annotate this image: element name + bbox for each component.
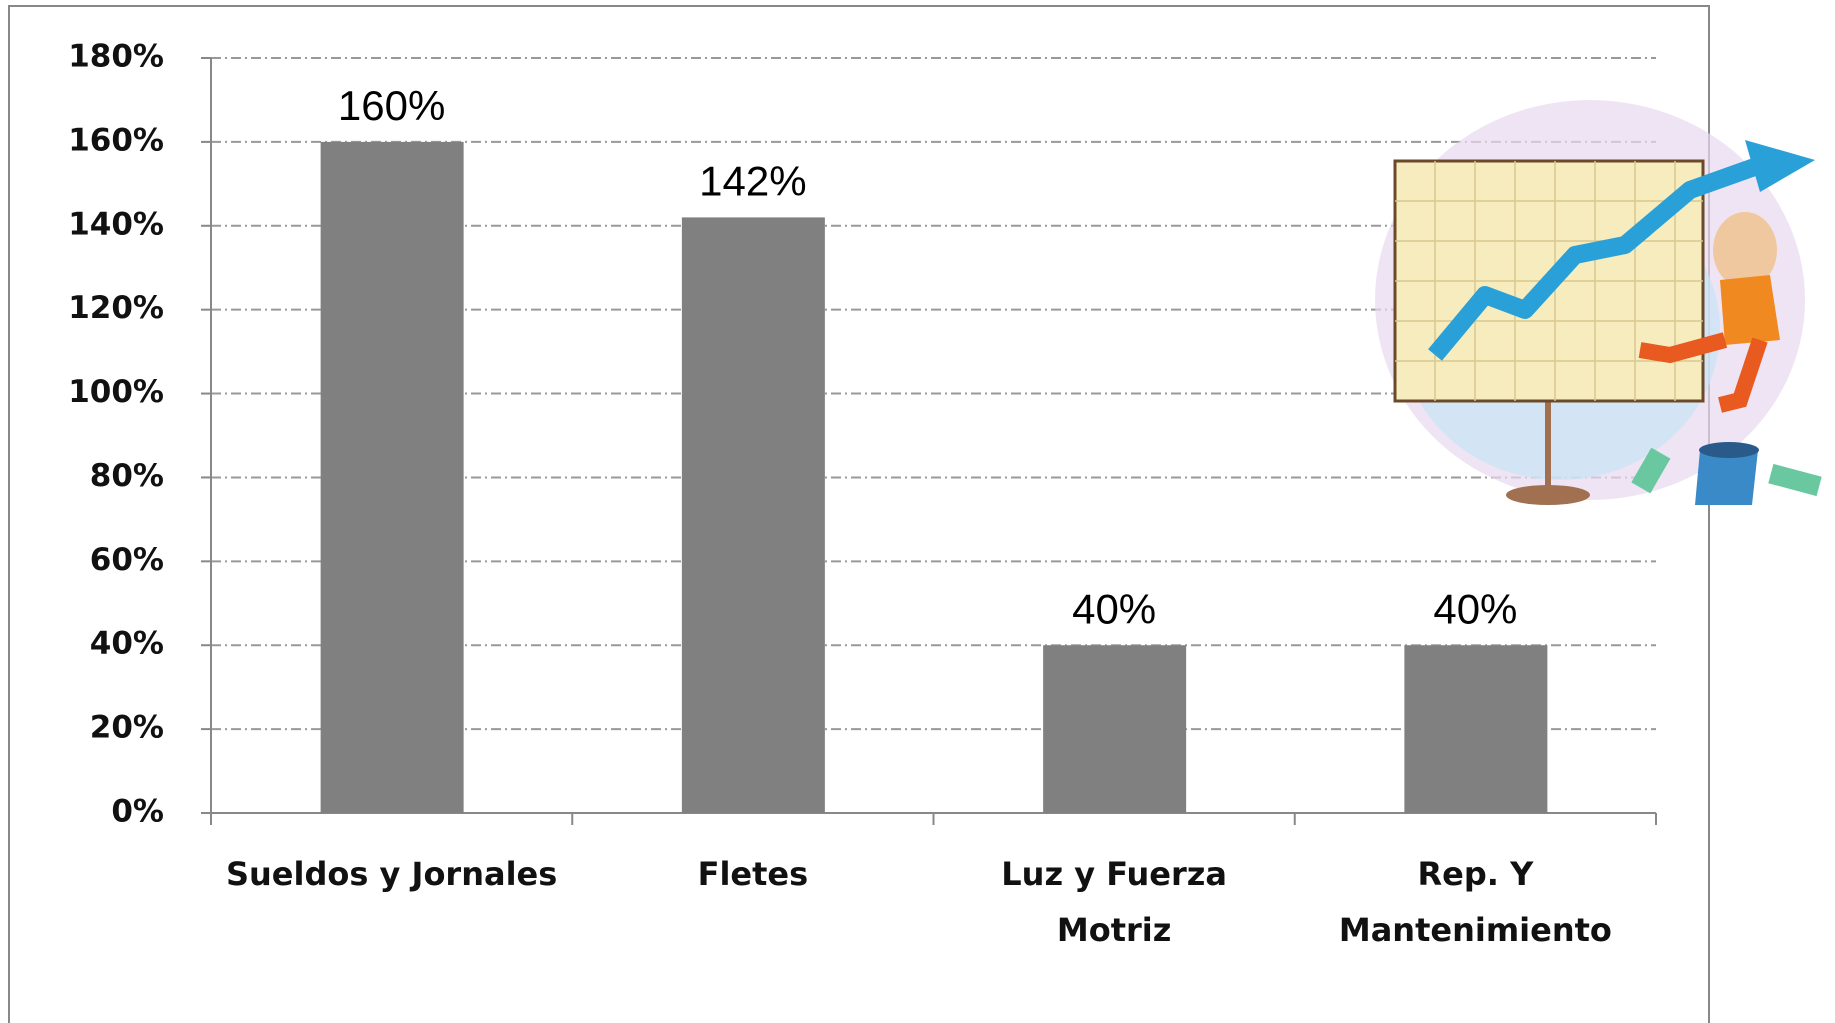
arrow <box>1428 156 1764 361</box>
person-legs <box>1638 332 1768 413</box>
y-tick-label: 100% <box>68 374 164 410</box>
y-tick-label: 20% <box>90 710 164 746</box>
bill <box>1768 463 1822 497</box>
bar <box>681 217 825 813</box>
bar <box>320 141 464 813</box>
bucket-rim <box>1699 442 1759 458</box>
clip-art <box>1375 100 1822 505</box>
value-label: 40% <box>1072 585 1156 632</box>
y-tick-label: 180% <box>68 39 164 75</box>
bill <box>1631 447 1671 494</box>
y-tick-label: 80% <box>90 458 164 494</box>
person-head <box>1713 212 1777 288</box>
person-body <box>1720 275 1780 345</box>
x-tick-label: Luz y Fuerza Motriz <box>1001 855 1227 949</box>
y-tick-label: 120% <box>68 290 164 326</box>
y-tick-label: 60% <box>90 542 164 578</box>
value-label: 160% <box>338 82 445 129</box>
y-tick-label: 160% <box>68 122 164 158</box>
x-tick-label: Rep. Y Mantenimiento <box>1338 855 1612 949</box>
bar <box>1043 645 1187 813</box>
value-label: 142% <box>699 157 806 204</box>
x-tick-label: Fletes <box>697 855 809 893</box>
arrow-head <box>1745 140 1815 192</box>
y-tick-label: 0% <box>111 794 164 830</box>
bucket <box>1695 450 1758 505</box>
bar <box>1404 645 1548 813</box>
value-label: 40% <box>1433 585 1517 632</box>
y-tick-label: 140% <box>68 206 164 242</box>
x-tick-label: Sueldos y Jornales <box>225 855 558 893</box>
y-tick-label: 40% <box>90 626 164 662</box>
stand-base <box>1506 485 1590 505</box>
